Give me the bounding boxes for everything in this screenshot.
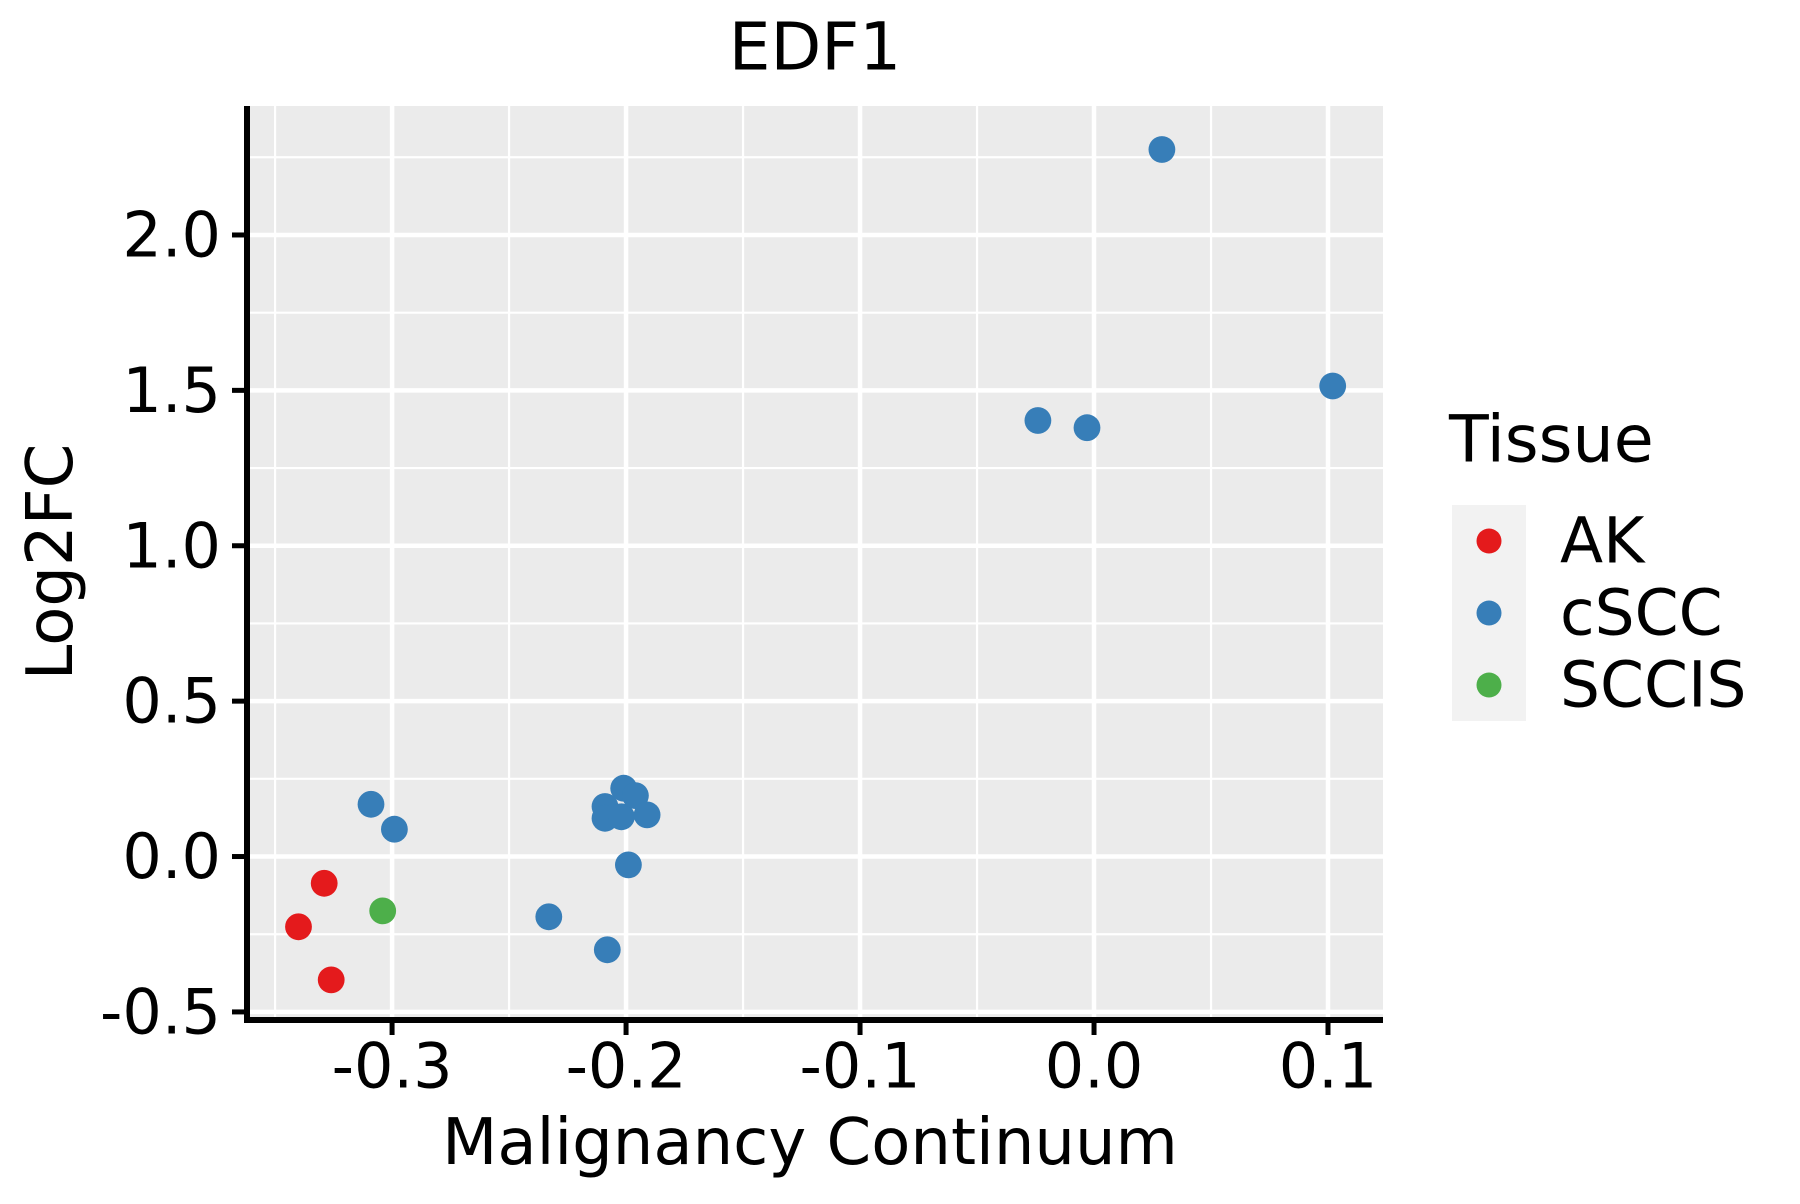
x-tick-label: -0.2 <box>566 1030 687 1103</box>
data-point-cscc <box>593 936 621 964</box>
data-point-cscc <box>535 903 563 931</box>
y-tick-label: -0.5 <box>100 975 221 1048</box>
x-tick-label: -0.3 <box>332 1030 453 1103</box>
chart-title: EDF1 <box>729 9 901 86</box>
data-point-ak <box>310 869 338 897</box>
legend-swatch-sccis <box>1476 672 1502 698</box>
x-tick-label: 0.0 <box>1045 1030 1144 1103</box>
data-point-ak <box>285 913 312 941</box>
x-axis-title: Malignancy Continuum <box>442 1106 1178 1180</box>
y-tick-label: 0.5 <box>122 665 221 738</box>
data-point-cscc <box>608 803 635 831</box>
data-point-cscc <box>1024 407 1052 434</box>
data-point-cscc <box>381 815 408 843</box>
data-point-cscc <box>622 782 649 809</box>
y-tick-label: 1.0 <box>122 509 221 582</box>
data-point-cscc <box>1148 136 1176 163</box>
data-point-cscc <box>615 851 642 879</box>
plot-panel <box>247 106 1383 1020</box>
data-point-cscc <box>1073 414 1101 442</box>
data-point-sccis <box>369 897 397 925</box>
x-tick-label: -0.1 <box>800 1030 921 1103</box>
x-axis-ticks: -0.3 -0.2 -0.1 0.0 0.1 <box>332 1020 1378 1103</box>
y-tick-label: 1.5 <box>122 354 221 427</box>
data-point-cscc <box>1319 372 1347 400</box>
legend-swatch-cscc <box>1476 600 1502 626</box>
x-tick-label: 0.1 <box>1279 1030 1378 1103</box>
y-tick-label: 2.0 <box>122 198 221 271</box>
y-axis-title: Log2FC <box>14 444 88 681</box>
legend-label-cscc: cSCC <box>1560 577 1723 650</box>
data-point-ak <box>317 966 345 994</box>
data-point-cscc <box>633 801 661 829</box>
data-point-cscc <box>357 790 385 818</box>
y-axis-ticks: -0.5 0.0 0.5 1.0 1.5 2.0 <box>100 198 247 1048</box>
y-tick-label: 0.0 <box>122 820 221 893</box>
legend-swatch-ak <box>1476 528 1502 554</box>
data-points <box>285 136 1347 994</box>
legend-label-ak: AK <box>1560 505 1646 578</box>
legend-label-sccis: SCCIS <box>1560 649 1747 722</box>
legend-title: Tissue <box>1448 403 1654 478</box>
minor-gridlines <box>247 106 1383 1020</box>
